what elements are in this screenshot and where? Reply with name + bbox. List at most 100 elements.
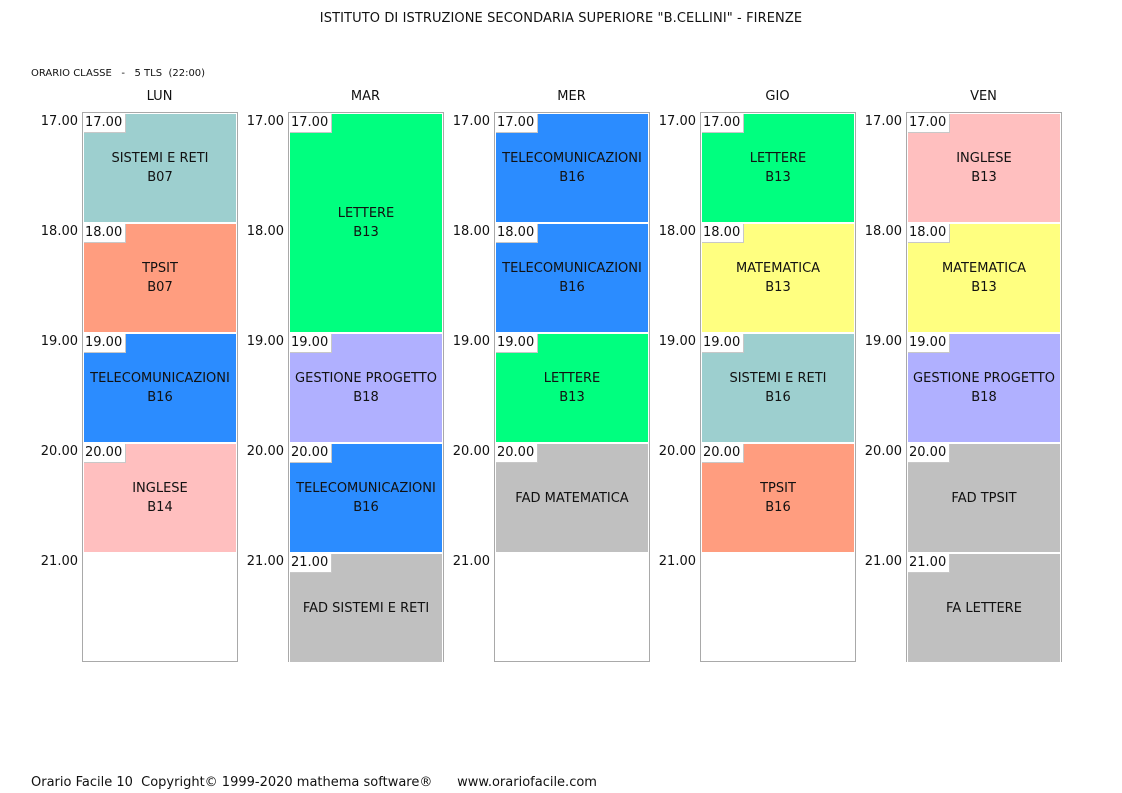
- hour-label: 21.00: [452, 554, 490, 569]
- lesson-room: B07: [147, 170, 173, 185]
- lesson-subject: SISTEMI E RETI: [729, 371, 827, 386]
- lesson-cell[interactable]: 19.00 TELECOMUNICAZIONI B16: [83, 333, 237, 443]
- lesson-start-time: 18.00: [702, 224, 745, 243]
- lesson-cell[interactable]: 17.00 LETTERE B13: [289, 113, 443, 333]
- lesson-room: B13: [765, 170, 791, 185]
- day-column-lun: 17.00 SISTEMI E RETI B07 18.00 TPSIT B07 19.00…: [82, 112, 238, 662]
- lesson-room: B13: [971, 170, 997, 185]
- lesson-room: B07: [147, 280, 173, 295]
- lesson-subject: GESTIONE PROGETTO: [913, 371, 1055, 386]
- day-header-mar: MAR: [350, 89, 381, 104]
- lesson-cell[interactable]: 20.00 TELECOMUNICAZIONI B16: [289, 443, 443, 553]
- hour-label: 21.00: [658, 554, 696, 569]
- day-column-gio: 17.00 LETTERE B13 18.00 MATEMATICA B13 19.00 SI…: [700, 112, 856, 662]
- hour-label: 21.00: [246, 554, 284, 569]
- lesson-subject: TELECOMUNICAZIONI: [90, 371, 230, 386]
- lesson-subject: TELECOMUNICAZIONI: [296, 481, 436, 496]
- footer-copyright: Orario Facile 10 Copyright© 1999-2020 ma…: [31, 775, 597, 790]
- hour-label: 17.00: [452, 114, 490, 129]
- lesson-start-time: 17.00: [702, 114, 745, 133]
- lesson-cell[interactable]: 19.00 GESTIONE PROGETTO B18: [907, 333, 1061, 443]
- lesson-room: B13: [971, 280, 997, 295]
- lesson-cell[interactable]: 17.00 INGLESE B13: [907, 113, 1061, 223]
- lesson-room: B13: [559, 390, 585, 405]
- hour-label: 19.00: [864, 334, 902, 349]
- lesson-room: B18: [353, 390, 379, 405]
- lesson-start-time: 20.00: [496, 444, 539, 463]
- lesson-start-time: 19.00: [290, 334, 333, 353]
- lesson-start-time: 17.00: [290, 114, 333, 133]
- lesson-subject: FAD TPSIT: [951, 490, 1017, 506]
- lesson-cell[interactable]: 21.00 FAD SISTEMI E RETI: [289, 553, 443, 663]
- lesson-cell[interactable]: 19.00 SISTEMI E RETI B16: [701, 333, 855, 443]
- lesson-start-time: 17.00: [908, 114, 951, 133]
- lesson-subject: TPSIT: [142, 261, 178, 276]
- day-header-gio: GIO: [765, 89, 790, 104]
- hour-label: 20.00: [246, 444, 284, 459]
- lesson-cell[interactable]: 20.00 FAD MATEMATICA: [495, 443, 649, 553]
- lesson-subject: FAD MATEMATICA: [515, 490, 629, 506]
- lesson-start-time: 19.00: [702, 334, 745, 353]
- hour-label: 19.00: [452, 334, 490, 349]
- hour-label: 21.00: [40, 554, 78, 569]
- class-info: ORARIO CLASSE - 5 TLS (22:00): [31, 68, 206, 79]
- lesson-subject: LETTERE: [337, 206, 395, 221]
- lesson-cell[interactable]: 21.00 FA LETTERE: [907, 553, 1061, 663]
- lesson-cell[interactable]: 19.00 LETTERE B13: [495, 333, 649, 443]
- hour-label: 18.00: [864, 224, 902, 239]
- lesson-cell[interactable]: 18.00 MATEMATICA B13: [907, 223, 1061, 333]
- day-header-lun: LUN: [146, 89, 173, 104]
- lesson-room: B18: [971, 390, 997, 405]
- lesson-start-time: 17.00: [84, 114, 127, 133]
- hour-label: 17.00: [246, 114, 284, 129]
- lesson-subject: LETTERE: [749, 151, 807, 166]
- lesson-start-time: 19.00: [84, 334, 127, 353]
- lesson-subject: INGLESE: [956, 151, 1012, 166]
- hour-label: 17.00: [658, 114, 696, 129]
- lesson-cell[interactable]: 20.00 TPSIT B16: [701, 443, 855, 553]
- day-column-ven: 17.00 INGLESE B13 18.00 MATEMATICA B13 19.00 GE…: [906, 112, 1062, 663]
- lesson-subject: TELECOMUNICAZIONI: [502, 151, 642, 166]
- lesson-cell[interactable]: 17.00 LETTERE B13: [701, 113, 855, 223]
- lesson-start-time: 21.00: [908, 554, 951, 573]
- hour-label: 19.00: [246, 334, 284, 349]
- lesson-subject: INGLESE: [132, 481, 188, 496]
- lesson-subject: MATEMATICA: [735, 261, 821, 276]
- hour-label: 19.00: [40, 334, 78, 349]
- hour-label: 17.00: [40, 114, 78, 129]
- lesson-cell[interactable]: 17.00 SISTEMI E RETI B07: [83, 113, 237, 223]
- lesson-subject: FA LETTERE: [946, 600, 1022, 616]
- lesson-start-time: 20.00: [290, 444, 333, 463]
- hour-label: 21.00: [864, 554, 902, 569]
- lesson-room: B16: [353, 500, 379, 515]
- lesson-subject: LETTERE: [543, 371, 601, 386]
- page-title: ISTITUTO DI ISTRUZIONE SECONDARIA SUPERI…: [319, 11, 803, 26]
- lesson-cell[interactable]: 20.00 FAD TPSIT: [907, 443, 1061, 553]
- hour-label: 19.00: [658, 334, 696, 349]
- day-header-mer: MER: [557, 89, 586, 104]
- lesson-start-time: 18.00: [908, 224, 951, 243]
- lesson-cell[interactable]: 18.00 TELECOMUNICAZIONI B16: [495, 223, 649, 333]
- lesson-subject: FAD SISTEMI E RETI: [302, 600, 430, 616]
- lesson-subject: GESTIONE PROGETTO: [295, 371, 437, 386]
- lesson-subject: TPSIT: [760, 481, 796, 496]
- lesson-cell[interactable]: 20.00 INGLESE B14: [83, 443, 237, 553]
- lesson-room: B16: [147, 390, 173, 405]
- lesson-cell[interactable]: 19.00 GESTIONE PROGETTO B18: [289, 333, 443, 443]
- lesson-cell[interactable]: 17.00 TELECOMUNICAZIONI B16: [495, 113, 649, 223]
- hour-label: 18.00: [658, 224, 696, 239]
- hour-label: 18.00: [452, 224, 490, 239]
- lesson-room: B16: [559, 170, 585, 185]
- lesson-subject: TELECOMUNICAZIONI: [502, 261, 642, 276]
- hour-label: 20.00: [452, 444, 490, 459]
- lesson-start-time: 18.00: [84, 224, 127, 243]
- lesson-start-time: 21.00: [290, 554, 333, 573]
- day-column-mer: 17.00 TELECOMUNICAZIONI B16 18.00 TELECOMUNI…: [494, 112, 650, 662]
- lesson-room: B16: [559, 280, 585, 295]
- hour-label: 18.00: [246, 224, 284, 239]
- day-header-ven: VEN: [970, 89, 997, 104]
- lesson-cell[interactable]: 18.00 MATEMATICA B13: [701, 223, 855, 333]
- lesson-room: B16: [765, 500, 791, 515]
- lesson-room: B14: [147, 500, 173, 515]
- lesson-cell[interactable]: 18.00 TPSIT B07: [83, 223, 237, 333]
